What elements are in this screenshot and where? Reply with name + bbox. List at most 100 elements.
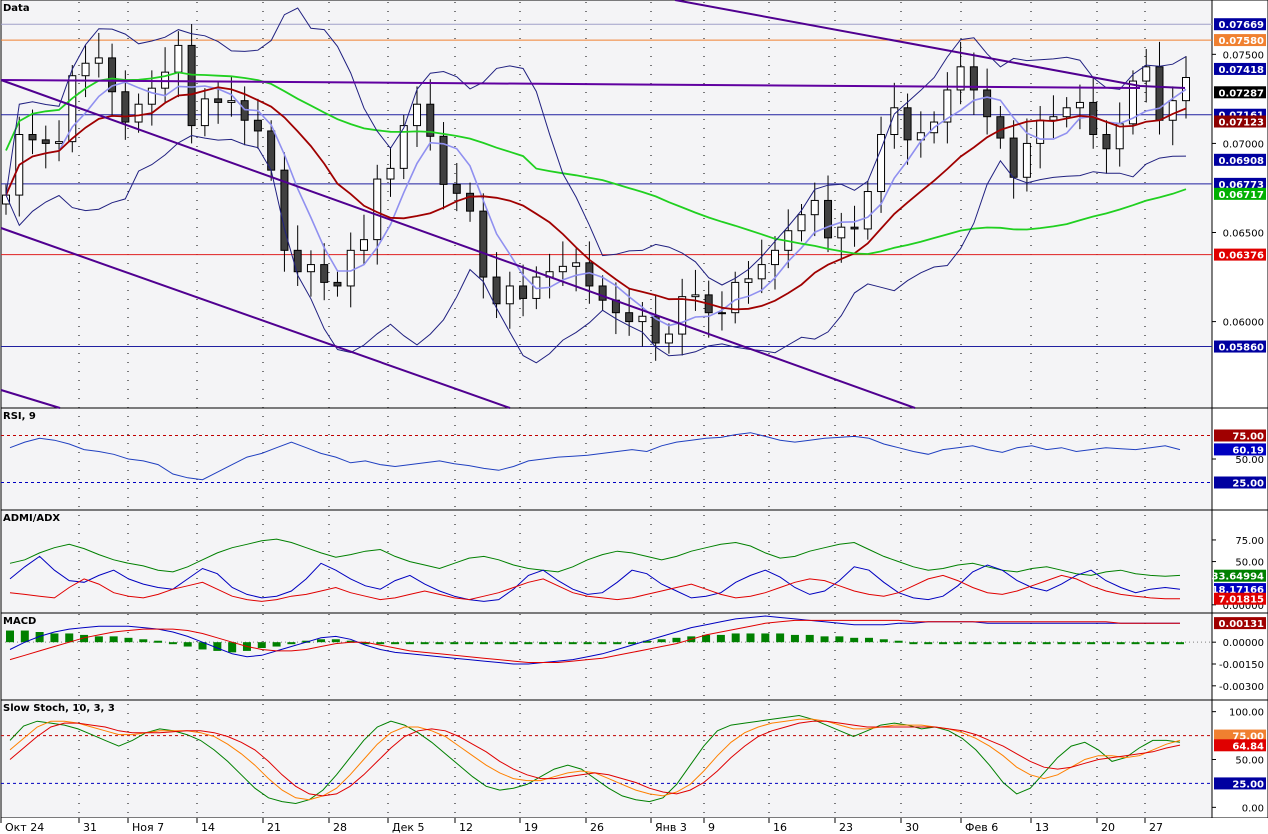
macd-hist-bar	[1027, 642, 1036, 645]
price-panel	[0, 0, 1213, 409]
price-badge-bg	[1214, 153, 1266, 166]
candle-up	[1142, 66, 1151, 82]
rsi-panel-label: RSI, 9	[3, 411, 36, 422]
time-tick-label: Фев 6	[965, 821, 998, 834]
rsi-badge-bg	[1214, 476, 1266, 489]
candle	[916, 111, 925, 158]
candle-down	[492, 276, 501, 305]
candle-up	[306, 264, 315, 273]
macd-hist-bar	[139, 639, 148, 643]
rsi-axis-tick-label: 50.00	[1235, 455, 1264, 466]
candle	[1182, 56, 1190, 119]
trend-line-bottom	[0, 389, 61, 409]
price-value-badge: 0.05860	[1214, 340, 1266, 354]
price-badge-text: 0.06376	[1218, 251, 1264, 262]
macd-hist-bar	[35, 632, 44, 643]
macd-hist-bar	[20, 630, 29, 643]
macd-hist-bar	[924, 642, 933, 645]
macd-hist-bar	[657, 639, 666, 643]
time-tick-label: 14	[201, 821, 215, 834]
adx-axis-tick-label: 75.00	[1235, 536, 1264, 547]
time-tick-label: 28	[333, 821, 347, 834]
macd-hist-bar	[317, 639, 326, 643]
candle-up	[386, 167, 395, 180]
price-panel-label: Data	[3, 3, 30, 14]
candle	[466, 182, 475, 222]
ma-slow-line	[5, 71, 1187, 255]
candle	[996, 106, 1005, 149]
candle-up	[638, 315, 647, 323]
candle-down	[850, 226, 859, 230]
candle-up	[399, 125, 408, 169]
candle-up	[916, 132, 925, 141]
macd-hist-bar	[1176, 642, 1184, 645]
candle	[505, 271, 514, 329]
candle-down	[1102, 134, 1111, 150]
macd-hist-bar	[80, 634, 89, 643]
macd-hist-bar	[953, 642, 962, 645]
candle	[492, 252, 501, 319]
candle	[306, 250, 315, 297]
candle-up	[94, 57, 103, 64]
stoch-panel	[0, 699, 1213, 819]
candle	[824, 175, 833, 253]
candle-up	[691, 294, 700, 298]
candle	[1102, 120, 1111, 174]
candle-up	[664, 333, 673, 344]
candle	[770, 236, 779, 290]
candle-down	[214, 98, 223, 103]
macd-hist-bar	[331, 639, 340, 643]
candle-down	[479, 210, 488, 278]
candle	[200, 88, 209, 137]
macd-hist-bar	[420, 642, 429, 645]
time-tick-label: 27	[1149, 821, 1163, 834]
trend-line-top	[674, 0, 1186, 89]
candle-up	[413, 103, 422, 127]
macd-hist-bar	[435, 642, 444, 645]
price-value-badge: 0.06376	[1214, 248, 1266, 262]
candle	[346, 232, 355, 308]
macd-hist-bar	[124, 637, 133, 643]
stoch-panel-label: Slow Stoch, 10, 3, 3	[3, 703, 115, 714]
candle-down	[108, 57, 117, 93]
adx-panel	[0, 509, 1213, 614]
candle	[1022, 118, 1031, 192]
candle-up	[1062, 107, 1071, 118]
candle-up	[134, 103, 143, 123]
candle-up	[373, 178, 382, 241]
band-lower-line	[5, 134, 1187, 364]
candle	[187, 24, 196, 144]
candle	[333, 271, 342, 297]
candle-down	[320, 264, 329, 283]
price-axis-tick-label: 0.07000	[1223, 139, 1264, 150]
macd-hist-bar	[568, 642, 577, 645]
candle-down	[625, 312, 634, 323]
stoch-badge-text: 25.00	[1232, 779, 1264, 790]
trend-line-low	[0, 227, 511, 409]
price-value-badge: 0.06773	[1214, 177, 1266, 191]
candle	[479, 193, 488, 299]
candle-up	[1182, 76, 1190, 102]
candle-down	[121, 91, 130, 123]
time-tick-label: Дек 5	[392, 821, 425, 834]
candle-down	[426, 103, 435, 137]
macd-hist-bar	[509, 642, 518, 645]
adx-panel-label: ADMI/ADX	[3, 513, 60, 524]
candle-up	[1168, 100, 1177, 121]
macd-hist-bar	[6, 630, 14, 643]
candle	[1168, 86, 1177, 146]
candle-down	[1009, 137, 1018, 178]
macd-hist-bar	[1161, 642, 1170, 645]
macd-badge-text: 0.00131	[1218, 619, 1264, 630]
stoch-axis-tick-label: 100.00	[1229, 708, 1264, 719]
candle-down	[466, 192, 475, 212]
macd-hist-bar	[776, 633, 785, 643]
candle	[94, 32, 103, 78]
candle	[1128, 70, 1137, 135]
macd-hist-bar	[1013, 642, 1022, 645]
macd-hist-bar	[746, 633, 755, 643]
stoch-axis-tick-label: 0.00	[1242, 803, 1264, 814]
candle-up	[770, 249, 779, 266]
macd-hist-bar	[939, 642, 948, 645]
candle-up	[837, 226, 846, 239]
